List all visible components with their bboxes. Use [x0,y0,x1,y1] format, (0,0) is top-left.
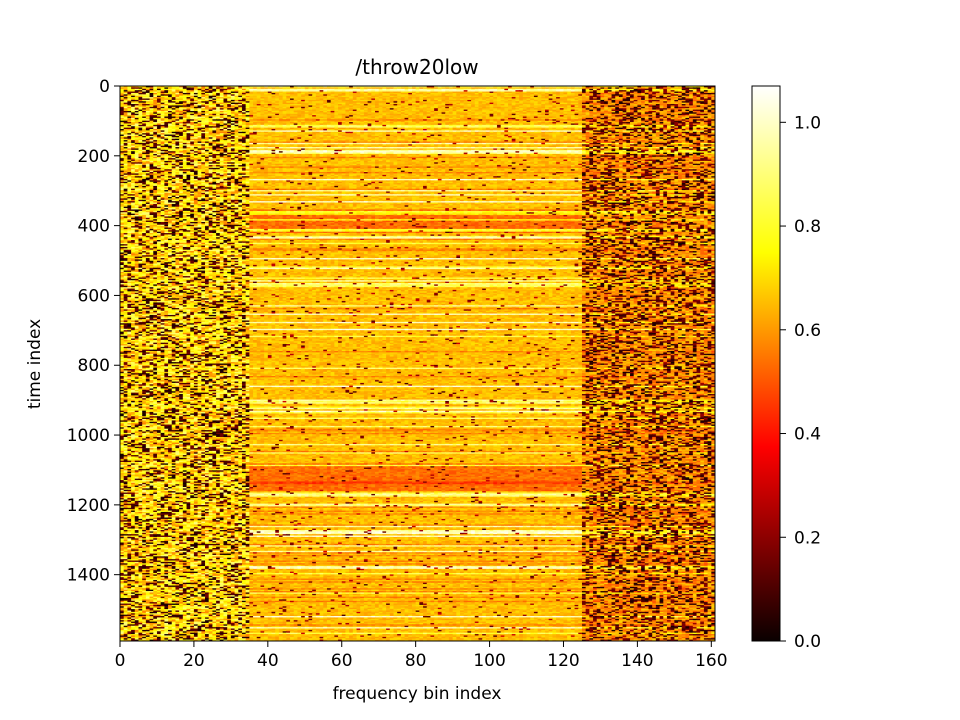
x-tick-label: 120 [547,651,579,671]
y-tick-label: 1200 [67,496,110,516]
x-tick-label: 100 [473,651,505,671]
y-axis-ticks: 0 200 400 600 800 1000 1200 1400 [67,77,120,586]
colorbar-tick-label: 0.4 [794,425,821,445]
y-tick-label: 800 [78,356,110,376]
x-tick-label: 160 [695,651,727,671]
x-tick-label: 0 [115,651,126,671]
y-tick-label: 400 [78,217,110,237]
colorbar-tick-label: 1.0 [794,113,821,133]
colorbar-tick-label: 0.0 [794,632,821,652]
colorbar-gradient [752,86,780,641]
x-tick-label: 140 [621,651,653,671]
y-tick-label: 600 [78,286,110,306]
y-tick-label: 1000 [67,426,110,446]
colorbar-tick-label: 0.6 [794,321,821,341]
y-tick-label: 1400 [67,566,110,586]
y-tick-label: 0 [99,77,110,97]
colorbar-ticks: 0.0 0.2 0.4 0.6 0.8 1.0 [780,113,821,652]
x-tick-label: 40 [257,651,279,671]
colorbar-tick-label: 0.8 [794,217,821,237]
x-tick-label: 20 [183,651,205,671]
x-tick-label: 60 [331,651,353,671]
y-tick-label: 200 [78,147,110,167]
x-axis-label: frequency bin index [333,684,502,704]
x-tick-label: 80 [405,651,427,671]
chart-title: /throw20low [355,55,478,79]
y-axis-label: time index [25,319,45,409]
heatmap-image [120,86,716,642]
x-axis-ticks: 0 20 40 60 80 100 120 140 160 [115,641,728,671]
colorbar-tick-label: 0.2 [794,528,821,548]
colorbar: 0.0 0.2 0.4 0.6 0.8 1.0 [752,86,821,652]
